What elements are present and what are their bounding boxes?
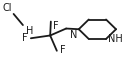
Text: H: H <box>26 26 33 36</box>
Text: F: F <box>53 21 58 31</box>
Text: NH: NH <box>108 34 123 44</box>
Text: F: F <box>60 45 66 55</box>
Text: Cl: Cl <box>3 3 12 13</box>
Text: N: N <box>70 30 77 40</box>
Text: F: F <box>22 33 28 43</box>
